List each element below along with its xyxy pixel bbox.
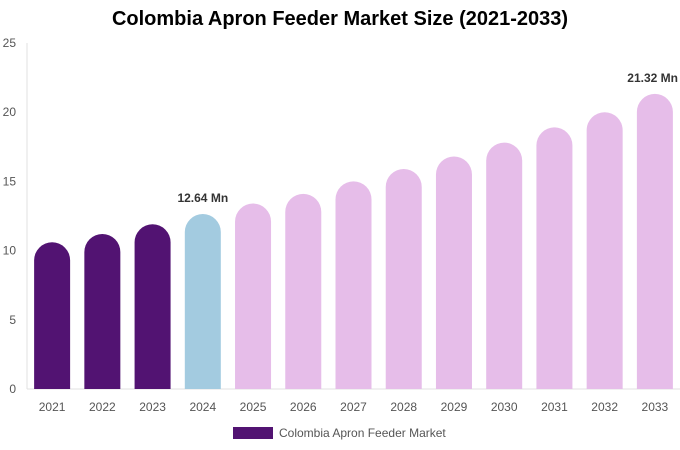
bar-2028 bbox=[385, 168, 422, 389]
bar-2023 bbox=[134, 224, 171, 389]
bar-2029 bbox=[435, 156, 472, 389]
chart-title: Colombia Apron Feeder Market Size (2021-… bbox=[111, 8, 569, 30]
x-tick-label: 2032 bbox=[591, 400, 618, 414]
x-tick-label: 2025 bbox=[240, 400, 267, 414]
bar-2021 bbox=[34, 242, 71, 389]
y-tick-label: 15 bbox=[3, 174, 17, 188]
x-tick-label: 2024 bbox=[189, 400, 216, 414]
legend-label[interactable]: Colombia Apron Feeder Market bbox=[279, 426, 446, 440]
bar-2022 bbox=[84, 233, 121, 389]
data-label-2033: 21.32 Mn bbox=[627, 71, 678, 85]
x-tick-label: 2030 bbox=[491, 400, 518, 414]
legend-swatch[interactable] bbox=[233, 427, 273, 439]
bar-2026 bbox=[285, 193, 322, 389]
x-tick-label: 2021 bbox=[39, 400, 66, 414]
bar-2027 bbox=[335, 181, 372, 389]
y-tick-label: 0 bbox=[9, 382, 16, 396]
bar-2031 bbox=[536, 127, 573, 389]
x-tick-label: 2028 bbox=[390, 400, 417, 414]
bar-2032 bbox=[586, 112, 623, 389]
bar-2024 bbox=[184, 214, 221, 389]
bar-2025 bbox=[235, 203, 272, 389]
x-tick-label: 2031 bbox=[541, 400, 568, 414]
y-tick-label: 20 bbox=[3, 105, 17, 119]
y-tick-label: 10 bbox=[3, 244, 17, 258]
x-tick-label: 2023 bbox=[139, 400, 166, 414]
y-tick-label: 25 bbox=[3, 36, 17, 50]
x-tick-label: 2027 bbox=[340, 400, 367, 414]
x-tick-label: 2033 bbox=[642, 400, 669, 414]
x-tick-label: 2026 bbox=[290, 400, 317, 414]
x-tick-label: 2029 bbox=[441, 400, 468, 414]
data-label-2024: 12.64 Mn bbox=[177, 191, 228, 205]
bar-2030 bbox=[486, 142, 523, 389]
bar-2033 bbox=[636, 93, 673, 389]
y-tick-label: 5 bbox=[9, 313, 16, 327]
x-tick-label: 2022 bbox=[89, 400, 116, 414]
